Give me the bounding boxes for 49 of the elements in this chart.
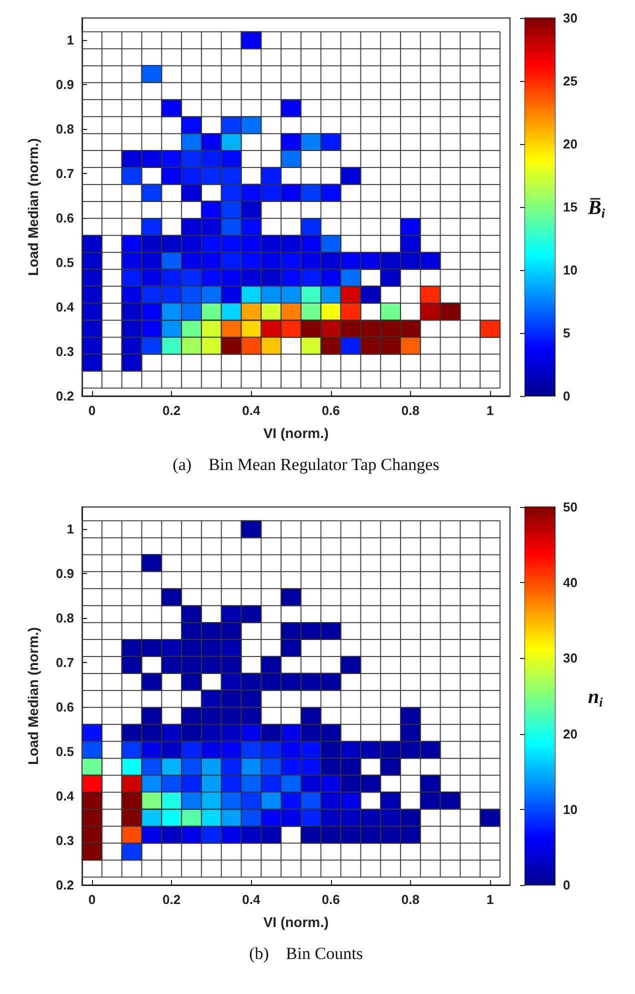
y-tick-label: 0.3: [56, 344, 74, 360]
x-tick-label: 0.6: [322, 892, 340, 907]
color-bar-label: 25: [563, 74, 578, 88]
y-tick-label: 1: [66, 522, 74, 537]
color-bar-label: 30: [563, 10, 578, 26]
y-tick-label: 0.2: [56, 388, 74, 404]
color-bar-label: 10: [563, 262, 578, 278]
color-bar-label: 20: [563, 136, 578, 152]
y-tick-label: 0.9: [56, 77, 74, 92]
x-axis-title: VI (norm.): [263, 425, 329, 441]
y-tick-label: 0.7: [56, 166, 74, 182]
x-tick-label: 0.2: [162, 892, 181, 907]
color-bar-label: 0: [563, 878, 570, 892]
x-tick-label: 1: [486, 892, 494, 907]
y-tick-label: 0.5: [56, 744, 74, 760]
y-tick-label: 0.8: [56, 610, 74, 626]
color-bar-label: 30: [563, 650, 578, 666]
text: (a) Bin Mean Regulator Tap Changes: [172, 455, 440, 474]
y-tick-label: 0.5: [56, 255, 74, 270]
color-bar-label: 10: [563, 802, 578, 817]
color-bar-label: 0: [563, 388, 570, 404]
y-tick-label: 0.7: [56, 655, 74, 670]
x-tick-label: 1: [486, 403, 494, 418]
x-tick-label: 0.2: [162, 403, 181, 418]
y-tick-label: 0.9: [56, 566, 74, 582]
text: (b) Bin Counts: [249, 944, 363, 963]
color-bar-label: 50: [563, 500, 578, 514]
x-tick-label: 0: [88, 892, 96, 907]
y-tick-label: 0.4: [56, 788, 75, 804]
x-tick-label: 0: [88, 403, 96, 418]
y-tick-label: 0.3: [56, 833, 74, 848]
y-axis-title: Load Median (norm.): [25, 627, 41, 765]
color-bar-label: 20: [563, 726, 578, 742]
color-bar-label: 15: [563, 200, 578, 214]
x-tick-label: 0.4: [242, 892, 262, 907]
y-tick-label: 0.4: [56, 300, 75, 315]
y-tick-label: 0.6: [56, 210, 74, 226]
y-tick-label: 0.8: [56, 122, 74, 137]
color-bar-label: 5: [563, 326, 570, 340]
y-tick-label: 0.6: [56, 700, 74, 715]
x-tick-label: 0.8: [401, 403, 420, 418]
x-tick-label: 0.8: [401, 892, 420, 907]
y-axis-title: Load Median (norm.): [25, 138, 41, 276]
x-tick-label: 0.6: [322, 403, 340, 418]
y-tick-label: 0.2: [56, 878, 74, 892]
y-tick-label: 1: [66, 32, 74, 48]
color-bar-label: 40: [563, 575, 578, 590]
x-axis-title: VI (norm.): [263, 914, 329, 930]
x-tick-label: 0.4: [242, 403, 262, 418]
